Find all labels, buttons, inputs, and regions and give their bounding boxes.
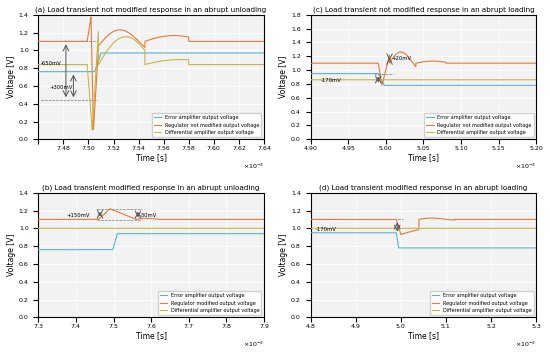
Text: $\times10^{-3}$: $\times10^{-3}$ xyxy=(243,162,264,171)
Text: +20mV: +20mV xyxy=(392,56,412,62)
X-axis label: Time [s]: Time [s] xyxy=(136,331,167,340)
Y-axis label: Voltage [V]: Voltage [V] xyxy=(7,56,16,98)
Title: (c) Load transient not modified response in an abrupt loading: (c) Load transient not modified response… xyxy=(312,7,534,14)
Text: $\times10^{-3}$: $\times10^{-3}$ xyxy=(515,162,536,171)
Text: $\times10^{-3}$: $\times10^{-3}$ xyxy=(243,340,264,349)
Text: -170mV: -170mV xyxy=(320,78,341,83)
Text: $\times10^{-3}$: $\times10^{-3}$ xyxy=(515,340,536,349)
X-axis label: Time [s]: Time [s] xyxy=(136,153,167,162)
Text: -170mV: -170mV xyxy=(316,227,337,232)
Legend: Error amplifier output voltage, Regulator not modified output voltage, Different: Error amplifier output voltage, Regulato… xyxy=(152,113,261,137)
Title: (b) Load transient modified response in an abrupt unloading: (b) Load transient modified response in … xyxy=(42,185,260,192)
Text: -30mV: -30mV xyxy=(140,213,157,218)
Y-axis label: Voltage [V]: Voltage [V] xyxy=(7,234,16,276)
X-axis label: Time [s]: Time [s] xyxy=(408,331,439,340)
Legend: Error amplifier output voltage, Regulator modified output voltage, Differential : Error amplifier output voltage, Regulato… xyxy=(430,291,534,315)
Title: (a) Load transient not modified response in an abrupt unloading: (a) Load transient not modified response… xyxy=(36,7,267,14)
Legend: Error amplifier output voltage, Regulator modified output voltage, Differential : Error amplifier output voltage, Regulato… xyxy=(158,291,261,315)
Y-axis label: Voltage [V]: Voltage [V] xyxy=(279,56,288,98)
Text: +150mV: +150mV xyxy=(67,213,90,218)
Legend: Error amplifier output voltage, Regulator not modified output voltage, Different: Error amplifier output voltage, Regulato… xyxy=(424,113,534,137)
Text: -650mV: -650mV xyxy=(41,61,62,66)
Title: (d) Load transient modified response in an abrupt loading: (d) Load transient modified response in … xyxy=(319,185,527,192)
X-axis label: Time [s]: Time [s] xyxy=(408,153,439,162)
Text: +300mV: +300mV xyxy=(50,85,73,90)
Y-axis label: Voltage [V]: Voltage [V] xyxy=(279,234,288,276)
